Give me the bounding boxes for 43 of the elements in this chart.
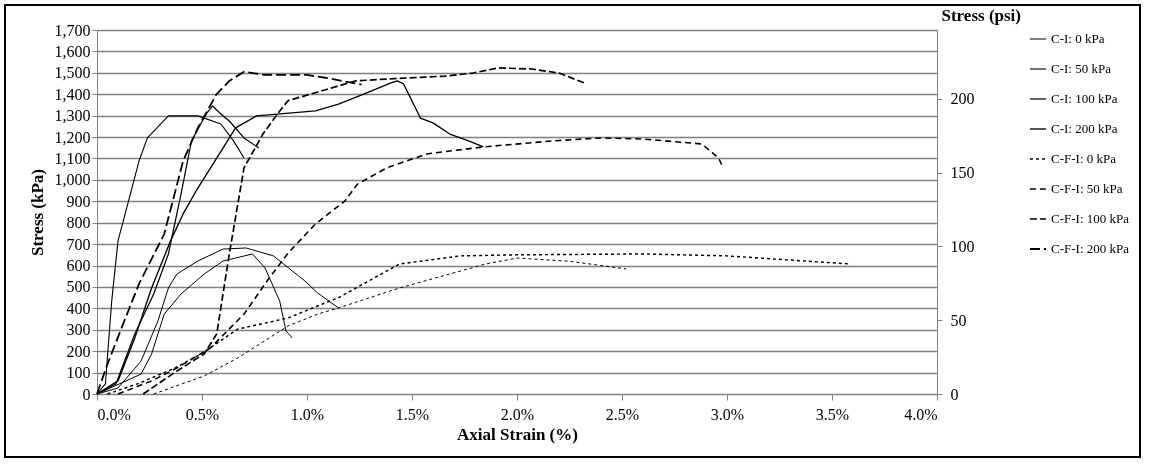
y-tick-label: 1,600 xyxy=(54,42,91,60)
y-tick-label: 500 xyxy=(66,278,91,296)
y2-axis-title: Stress (psi) xyxy=(941,5,1021,25)
x-tick-label: 1.5% xyxy=(395,405,430,423)
legend-label: C-F-I: 200 kPa xyxy=(1051,241,1130,256)
x-tick-label: 0.5% xyxy=(185,405,220,423)
y-tick-label: 1,100 xyxy=(54,149,91,167)
x-tick-label: 0.0% xyxy=(97,405,131,423)
y-tick-label: 1,500 xyxy=(54,64,91,82)
x-tick-label: 3.5% xyxy=(815,405,850,423)
y2-tick-label: 0 xyxy=(950,385,959,403)
x-tick-label: 3.0% xyxy=(710,405,745,423)
x-tick-label: 1.0% xyxy=(290,405,325,423)
y-tick-label: 1,700 xyxy=(54,21,91,39)
x-axis-title: Axial Strain (%) xyxy=(457,424,578,444)
x-tick-label: 2.5% xyxy=(605,405,640,423)
y-tick-label: 900 xyxy=(66,192,91,210)
y-tick-label: 600 xyxy=(66,257,91,275)
y-tick-label: 1,400 xyxy=(54,85,91,103)
legend-label: C-I: 200 kPa xyxy=(1051,121,1118,136)
y-tick-label: 1,300 xyxy=(54,107,91,125)
y-tick-label: 1,200 xyxy=(54,128,91,146)
y-tick-label: 100 xyxy=(66,364,91,382)
legend-label: C-I: 50 kPa xyxy=(1051,61,1112,76)
y2-tick-label: 100 xyxy=(950,237,975,255)
y-tick-label: 300 xyxy=(66,321,91,339)
y-tick-label: 0 xyxy=(82,385,91,403)
legend-label: C-F-I: 0 kPa xyxy=(1051,151,1117,166)
legend-label: C-F-I: 100 kPa xyxy=(1051,211,1130,226)
y-tick-label: 700 xyxy=(66,235,91,253)
y-tick-label: 1,000 xyxy=(54,171,91,189)
x-tick-label: 2.0% xyxy=(500,405,535,423)
legend-label: C-F-I: 50 kPa xyxy=(1051,181,1123,196)
y-axis-title: Stress (kPa) xyxy=(27,168,47,257)
y-tick-label: 400 xyxy=(66,299,91,317)
y2-tick-label: 200 xyxy=(950,90,975,108)
legend-label: C-I: 0 kPa xyxy=(1051,31,1105,46)
legend-label: C-I: 100 kPa xyxy=(1051,91,1118,106)
x-tick-label: 4.0% xyxy=(904,405,938,423)
y2-tick-label: 150 xyxy=(950,164,975,182)
y2-tick-label: 50 xyxy=(950,311,967,329)
y-tick-label: 800 xyxy=(66,214,91,232)
y-tick-label: 200 xyxy=(66,342,91,360)
